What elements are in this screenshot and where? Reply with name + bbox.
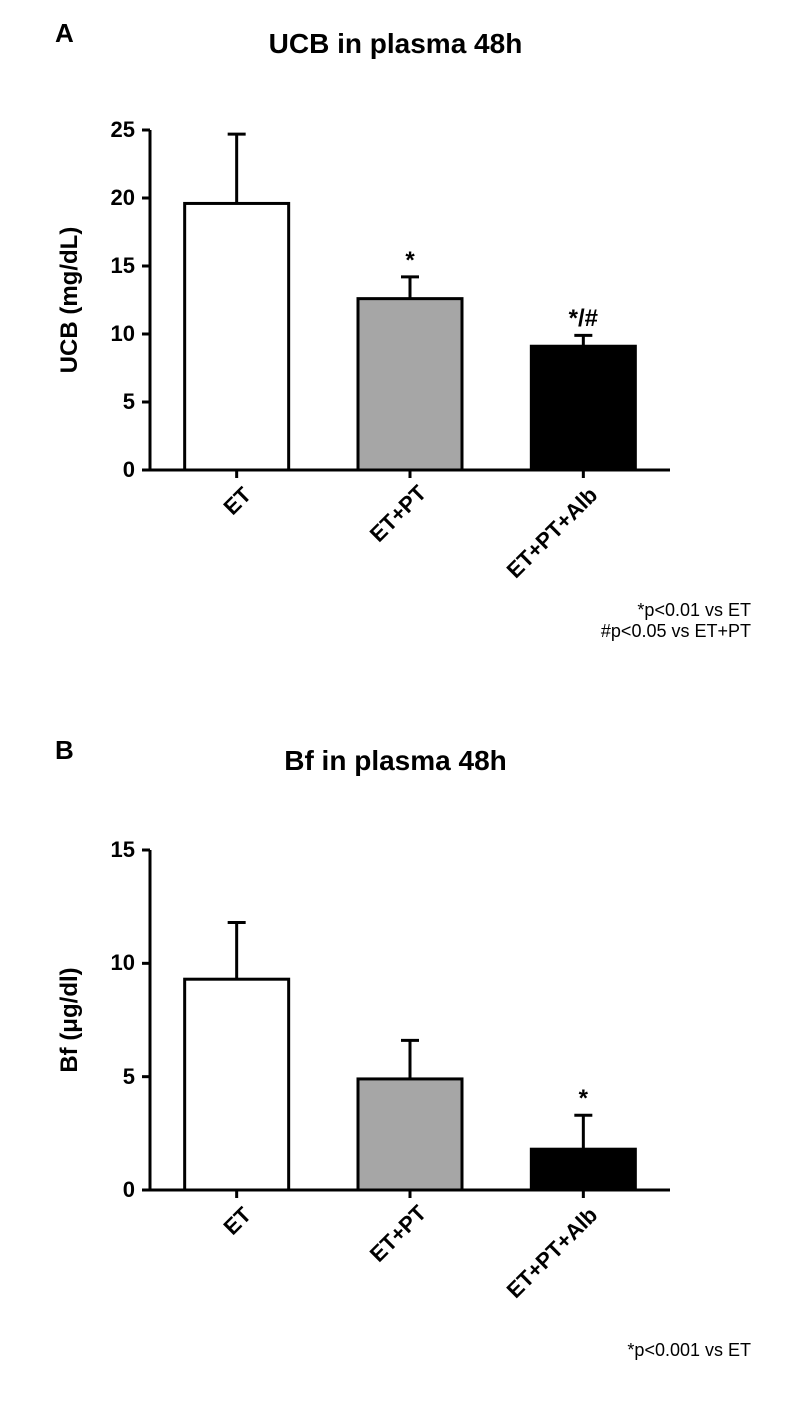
panel-b-footnotes: *p<0.001 vs ET — [627, 1340, 751, 1361]
bar — [358, 299, 462, 470]
panel-a-footnotes: *p<0.01 vs ET#p<0.05 vs ET+PT — [601, 600, 751, 642]
y-tick-label: 20 — [90, 185, 135, 211]
y-tick-label: 25 — [90, 117, 135, 143]
panel-b-chart: 051015ETET+PTET+PT+Alb* — [150, 850, 670, 1190]
significance-marker: * — [543, 1085, 623, 1113]
footnote: #p<0.05 vs ET+PT — [601, 621, 751, 642]
y-tick-label: 15 — [90, 253, 135, 279]
panel-b-title: Bf in plasma 48h — [0, 745, 791, 777]
footnote: *p<0.001 vs ET — [627, 1340, 751, 1361]
y-tick-label: 5 — [90, 1064, 135, 1090]
x-tick-label: ET+PT — [365, 1204, 428, 1267]
bar — [531, 346, 635, 470]
figure-root: A UCB in plasma 48h 0510152025ETET+PTET+… — [0, 0, 791, 1426]
bar — [185, 203, 289, 470]
y-tick-label: 0 — [90, 1177, 135, 1203]
panel-a-y-axis-label: UCB (mg/dL) — [56, 210, 84, 390]
panel-a-title: UCB in plasma 48h — [0, 28, 791, 60]
y-tick-label: 0 — [90, 457, 135, 483]
panel-a-chart: 0510152025ETET+PTET+PT+Alb**/# — [150, 130, 670, 470]
y-tick-label: 15 — [90, 837, 135, 863]
y-tick-label: 5 — [90, 389, 135, 415]
x-tick-label: ET+PT+Alb — [502, 484, 602, 584]
x-tick-label: ET+PT — [365, 484, 428, 547]
bar — [531, 1149, 635, 1190]
y-tick-label: 10 — [90, 321, 135, 347]
significance-marker: */# — [543, 305, 623, 333]
bar — [358, 1079, 462, 1190]
panel-b-y-axis-label: Bf (μg/dl) — [56, 930, 84, 1110]
x-tick-label: ET+PT+Alb — [502, 1204, 602, 1304]
y-tick-label: 10 — [90, 950, 135, 976]
footnote: *p<0.01 vs ET — [601, 600, 751, 621]
bar — [185, 979, 289, 1190]
significance-marker: * — [370, 247, 450, 275]
